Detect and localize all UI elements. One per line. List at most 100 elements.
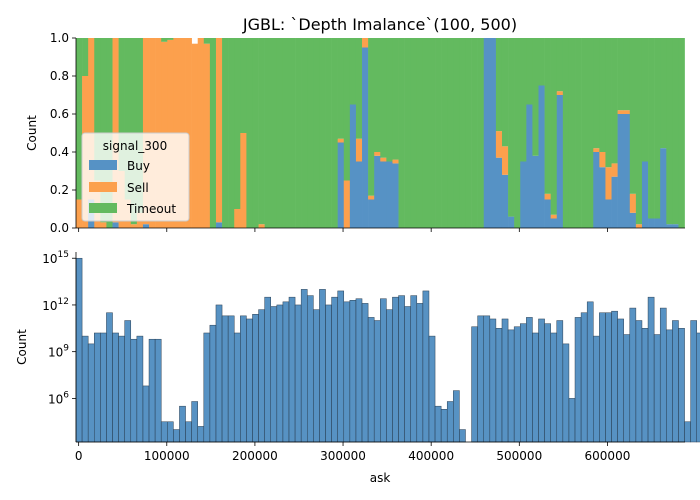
bar-sell [605, 167, 612, 200]
legend: signal_300 Buy Sell Timeout [81, 132, 190, 222]
histogram-bar [483, 315, 491, 443]
bar-timeout [599, 38, 606, 152]
bottom-x-ticks: 0 100000 200000 300000 400000 500000 600000 [75, 442, 630, 463]
histogram-bar [294, 304, 302, 443]
histogram-bar [319, 289, 326, 443]
bar-timeout [641, 38, 649, 162]
histogram-bar [331, 296, 338, 443]
bar-timeout [161, 38, 168, 42]
bar-timeout [495, 38, 503, 132]
bar-timeout [258, 38, 265, 225]
bar-timeout [234, 38, 241, 209]
histogram-bar [629, 307, 637, 443]
legend-label-buy: Buy [127, 159, 150, 173]
bar-timeout [538, 38, 545, 86]
bar-sell [240, 133, 247, 228]
bar-buy [617, 114, 625, 228]
bar-timeout [313, 38, 320, 228]
bar-sell [495, 131, 503, 158]
bar-sell [355, 138, 363, 162]
bar-timeout [471, 38, 478, 228]
histogram-bar [313, 309, 320, 443]
histogram-bar [635, 320, 643, 443]
bar-timeout [660, 38, 667, 149]
histogram-bar [617, 318, 624, 443]
bar-sell [343, 180, 351, 228]
bar-sell [203, 43, 211, 229]
legend-label-sell: Sell [127, 181, 149, 195]
bar-timeout [209, 38, 217, 228]
chart-title: JGBL: `Depth Imalance`(100, 500) [242, 15, 517, 34]
bar-timeout [118, 38, 125, 171]
histogram-bar [574, 317, 582, 443]
histogram-bar [568, 398, 576, 443]
bar-buy [526, 104, 533, 228]
histogram-bar [191, 401, 198, 443]
histogram-bar [227, 315, 235, 443]
bar-buy [666, 224, 673, 228]
bar-timeout [520, 38, 527, 162]
histogram-bar [440, 409, 448, 443]
histogram-bar [672, 320, 679, 443]
histogram-bar [659, 307, 667, 443]
bar-timeout [654, 38, 661, 219]
histogram-bar [112, 332, 119, 443]
histogram-bar [106, 312, 113, 443]
histogram-bar [562, 343, 570, 443]
histogram-bar [87, 343, 95, 443]
bar-sell [550, 214, 558, 219]
y-tick-label: 1012 [42, 297, 69, 313]
histogram-bar [81, 335, 89, 443]
histogram-bar [489, 318, 497, 443]
bar-sell [611, 163, 618, 177]
histogram-bar [611, 310, 618, 443]
histogram-bar [526, 317, 533, 443]
histogram-bar [422, 290, 430, 443]
histogram-bar [160, 421, 168, 443]
bar-sell [556, 91, 564, 95]
bar-sell [380, 157, 387, 162]
top-y-axis-label: Count [25, 115, 39, 151]
legend-title: signal_300 [103, 139, 167, 153]
bar-timeout [477, 38, 485, 228]
histogram-bar [197, 426, 205, 443]
bar-timeout [587, 38, 594, 228]
y-tick-label: 0.2 [50, 183, 69, 197]
bar-timeout [629, 38, 637, 194]
bar-buy [362, 47, 369, 228]
bar-timeout [435, 38, 442, 228]
bar-sell [215, 38, 223, 223]
bar-timeout [282, 38, 290, 228]
top-x-ticks [78, 228, 608, 232]
bar-timeout [465, 38, 472, 228]
y-tick-label: 106 [48, 390, 69, 406]
bottom-y-ticks: 106 109 1012 1015 [42, 250, 76, 406]
histogram-bar [221, 315, 229, 443]
histogram-bar [459, 429, 466, 443]
x-tick-label: 300000 [320, 449, 366, 463]
histogram-bar [513, 326, 521, 443]
bar-buy [605, 199, 612, 228]
histogram-bar [586, 301, 594, 443]
histogram-bar [240, 315, 247, 443]
bar-buy [611, 176, 618, 228]
histogram-bar [623, 334, 631, 443]
bar-timeout [331, 38, 338, 228]
bar-buy [112, 222, 119, 228]
bar-timeout [447, 38, 454, 228]
bar-timeout [349, 38, 357, 105]
histogram-bar [453, 390, 460, 443]
bar-sell [142, 38, 150, 225]
histogram-bar [75, 257, 83, 443]
bar-timeout [532, 38, 539, 156]
bar-timeout [672, 38, 679, 225]
histogram-bar [690, 320, 697, 443]
bar-timeout [623, 38, 631, 111]
histogram-bar [258, 309, 265, 443]
histogram-bar [550, 332, 558, 443]
histogram-bar [556, 320, 564, 443]
x-tick-label: 0 [75, 449, 83, 463]
legend-swatch-buy [89, 160, 117, 170]
bar-timeout [94, 38, 101, 181]
bar-timeout [428, 38, 436, 228]
